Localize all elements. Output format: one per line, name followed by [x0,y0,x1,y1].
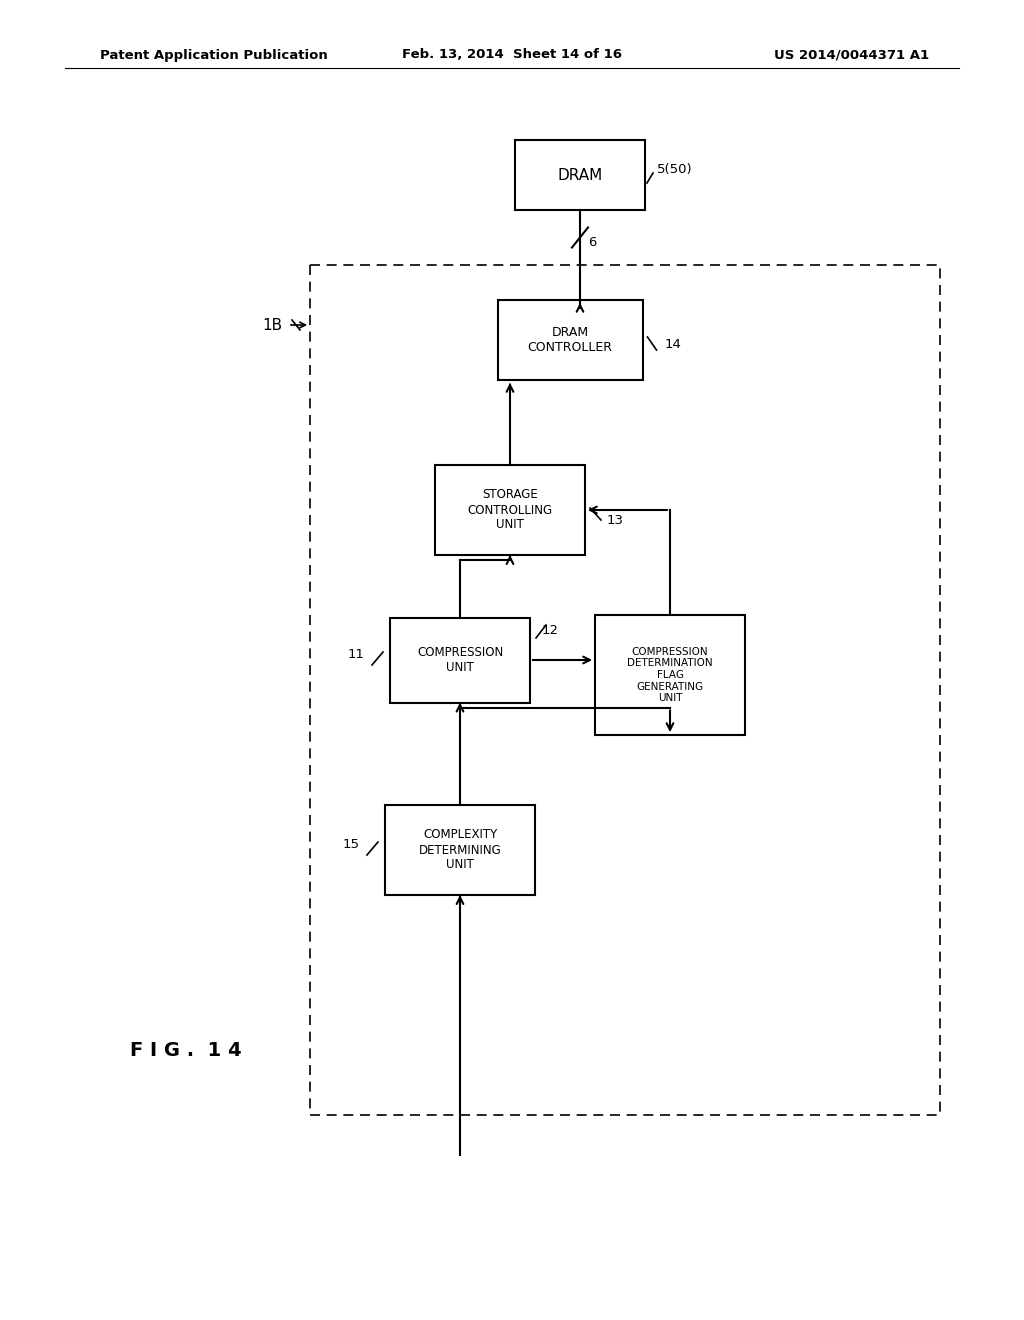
Text: DRAM
CONTROLLER: DRAM CONTROLLER [527,326,612,354]
Text: F I G .  1 4: F I G . 1 4 [130,1040,242,1060]
Text: STORAGE
CONTROLLING
UNIT: STORAGE CONTROLLING UNIT [467,488,553,532]
Bar [310,265,940,1115]
Text: 11: 11 [348,648,365,661]
Text: 13: 13 [607,513,624,527]
Bar [390,618,530,702]
Bar [595,615,745,735]
Text: US 2014/0044371 A1: US 2014/0044371 A1 [774,49,929,62]
Text: Patent Application Publication: Patent Application Publication [100,49,328,62]
Bar [498,300,642,380]
Bar [515,140,645,210]
Text: Feb. 13, 2014  Sheet 14 of 16: Feb. 13, 2014 Sheet 14 of 16 [402,49,622,62]
Text: 1B: 1B [262,318,282,333]
Text: 12: 12 [542,623,559,636]
Text: COMPLEXITY
DETERMINING
UNIT: COMPLEXITY DETERMINING UNIT [419,829,502,871]
Text: 6: 6 [588,236,596,249]
Text: DRAM: DRAM [557,168,603,182]
Bar [385,805,535,895]
Text: 15: 15 [343,838,360,851]
Text: 5(50): 5(50) [657,164,692,177]
Text: 14: 14 [665,338,681,351]
Text: COMPRESSION
DETERMINATION
FLAG
GENERATING
UNIT: COMPRESSION DETERMINATION FLAG GENERATIN… [627,647,713,704]
Bar [435,465,585,554]
Text: COMPRESSION
UNIT: COMPRESSION UNIT [417,645,503,675]
